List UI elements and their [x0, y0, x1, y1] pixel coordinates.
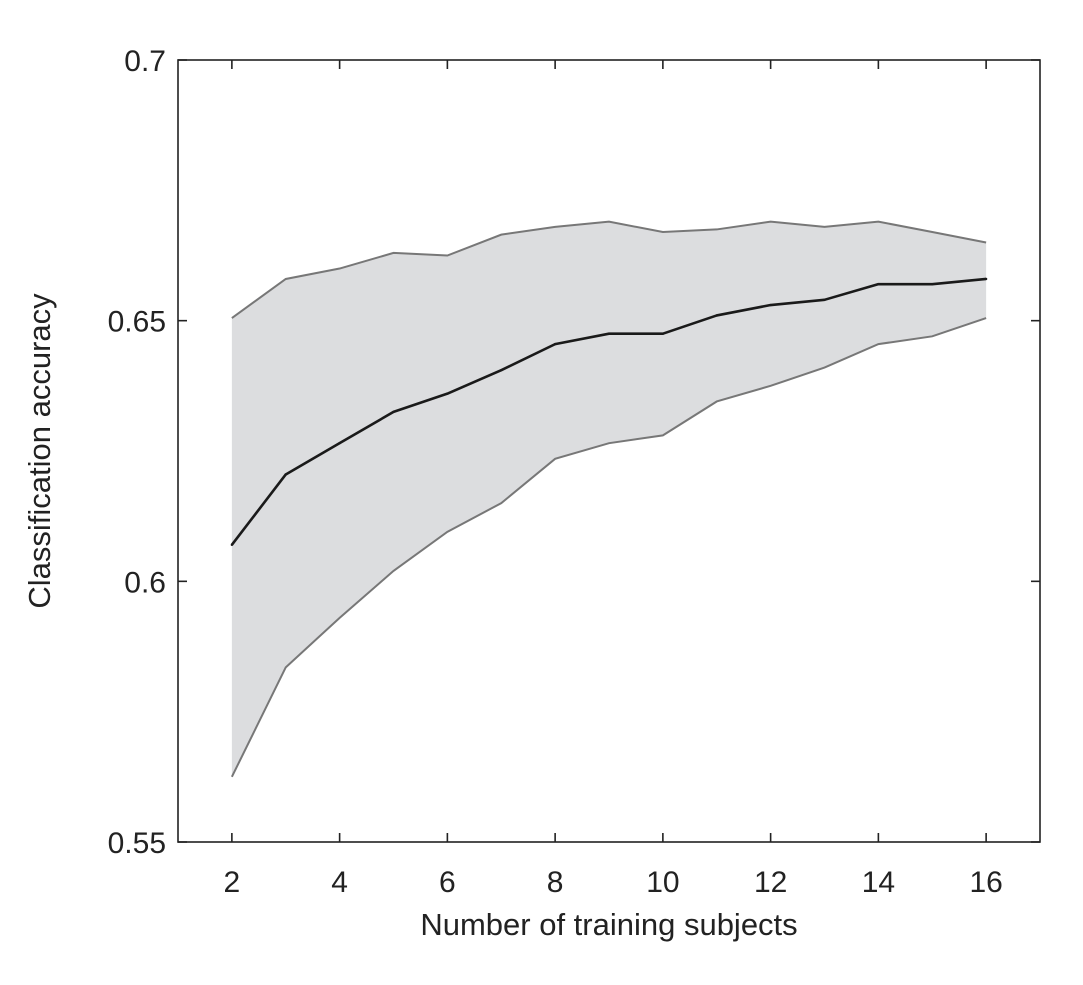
confidence-band: [231, 221, 987, 777]
y-axis-label: Classification accuracy: [22, 293, 57, 609]
mean-point: [553, 342, 557, 346]
lower-bound-line: [230, 317, 987, 778]
confidence-band-layer: [230, 220, 987, 778]
mean-point: [715, 314, 718, 317]
mean-point: [823, 298, 826, 302]
mean-point: [338, 441, 341, 445]
y-tick-labels: 0.55 0.6 0.65 0.7: [108, 45, 166, 860]
mean-point: [284, 473, 287, 476]
mean-point: [877, 282, 880, 286]
mean-point: [661, 332, 665, 335]
mean-point: [984, 277, 988, 281]
mean-point: [607, 332, 611, 335]
series-line-layer: [230, 277, 988, 547]
x-tick-label: 16: [969, 866, 1002, 899]
x-tick-label: 12: [754, 866, 787, 899]
x-tick-label: 6: [439, 866, 456, 899]
y-tick-label: 0.65: [108, 306, 166, 339]
mean-point: [931, 282, 934, 286]
y-tick-label: 0.55: [108, 827, 166, 860]
x-axis-label: Number of training subjects: [420, 907, 797, 942]
tick-layer: [178, 59, 1040, 843]
x-tick-label: 4: [331, 866, 348, 899]
mean-point: [500, 368, 503, 372]
mean-point: [446, 392, 449, 395]
x-tick-label: 8: [547, 866, 564, 899]
x-tick-label: 14: [862, 866, 895, 899]
x-tick-labels: 2 4 6 8 10 12 14 16: [224, 866, 1003, 899]
plot-frame: [177, 59, 1041, 843]
x-tick-label: 2: [224, 866, 241, 899]
upper-bound-line: [231, 220, 987, 319]
mean-point: [392, 410, 395, 414]
mean-point: [769, 303, 772, 307]
mean-point: [230, 543, 234, 547]
y-tick-label: 0.6: [124, 566, 166, 599]
x-tick-label: 10: [646, 866, 679, 899]
y-tick-label: 0.7: [124, 45, 166, 78]
